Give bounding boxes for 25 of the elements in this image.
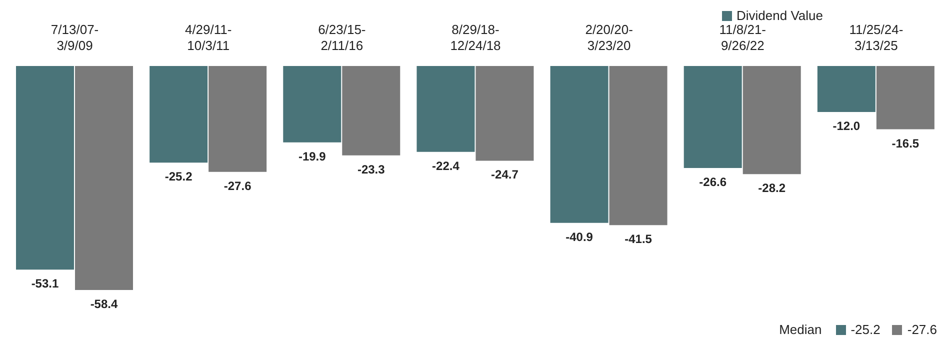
data-label: -53.1	[31, 276, 59, 291]
data-label: -24.7	[491, 168, 519, 182]
data-label: -12.0	[832, 119, 860, 134]
data-label: -19.9	[298, 149, 326, 164]
data-label: -16.5	[892, 136, 920, 150]
text: Median	[779, 322, 822, 337]
data-label: -40.9	[566, 230, 594, 244]
data-label: -58.4	[90, 297, 118, 311]
data-label: -27.6	[224, 178, 252, 193]
data-label: -22.4	[432, 158, 460, 173]
x-tick-label: 6/23/15-2/11/16	[318, 22, 366, 53]
text: -27.6	[906, 322, 937, 337]
data-label: -23.3	[357, 162, 386, 176]
data-label: -26.6	[699, 175, 727, 190]
x-tick-label: 11/8/21-9/26/22	[719, 22, 766, 53]
data-label: -25.2	[164, 170, 193, 184]
legend-label: Dividend Value	[736, 8, 823, 23]
x-tick-label: 2/20/20-3/23/20	[585, 22, 633, 53]
text: -25.2	[850, 322, 880, 337]
x-tick-label: 7/13/07-3/9/09	[50, 22, 99, 53]
x-tick-label: 11/25/24-3/13/25	[849, 22, 904, 53]
x-tick-label: 8/29/18-12/24/18	[450, 22, 501, 53]
data-label: -28.2	[758, 181, 786, 196]
data-label: -41.5	[624, 232, 652, 246]
x-tick-label: 4/29/11-10/3/11	[184, 22, 232, 53]
